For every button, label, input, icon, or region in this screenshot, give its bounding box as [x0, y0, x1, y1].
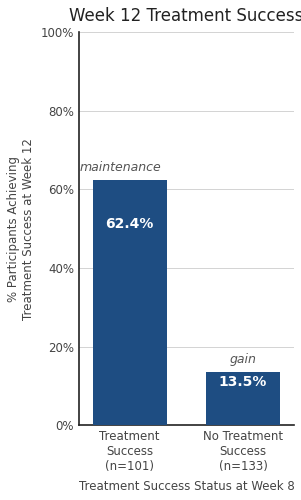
Text: 13.5%: 13.5% [219, 374, 267, 388]
Text: 62.4%: 62.4% [106, 217, 154, 231]
Bar [93, 180, 166, 425]
Y-axis label: % Participants Achieving
Treatment Success at Week 12: % Participants Achieving Treatment Succe… [7, 138, 35, 320]
X-axis label: Treatment Success Status at Week 8: Treatment Success Status at Week 8 [79, 480, 294, 493]
Bar [206, 372, 280, 425]
Text: maintenance: maintenance [80, 161, 162, 174]
Text: gain: gain [230, 354, 256, 366]
Title: Week 12 Treatment Success: Week 12 Treatment Success [69, 7, 301, 25]
